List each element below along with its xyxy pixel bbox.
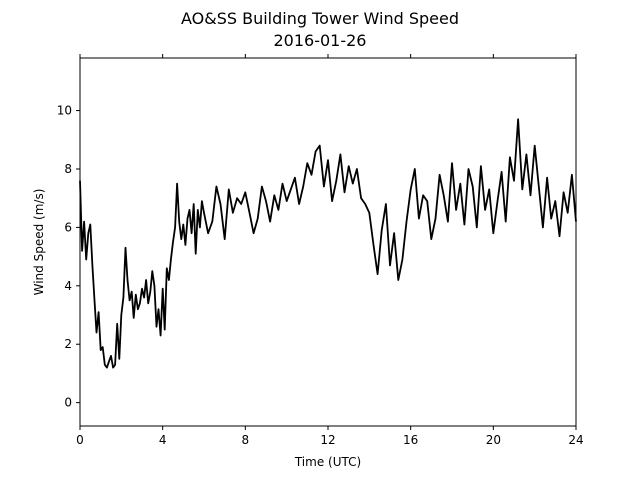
x-tick-label: 16 bbox=[403, 433, 418, 447]
x-tick-label: 0 bbox=[76, 433, 84, 447]
plot-frame bbox=[79, 57, 577, 427]
y-axis: 0 2 4 6 8 10 bbox=[57, 104, 80, 410]
y-tick-label: 10 bbox=[57, 104, 72, 118]
plot-area bbox=[79, 118, 577, 369]
x-tick-label: 12 bbox=[320, 433, 335, 447]
y-tick-label: 4 bbox=[64, 279, 72, 293]
x-tick-label: 8 bbox=[242, 433, 250, 447]
y-axis-label: Wind Speed (m/s) bbox=[32, 189, 46, 296]
x-tick-label: 24 bbox=[568, 433, 583, 447]
y-tick-label: 0 bbox=[64, 396, 72, 410]
chart-title: AO&SS Building Tower Wind Speed bbox=[181, 9, 459, 28]
x-tick-label: 4 bbox=[159, 433, 167, 447]
x-tick-label: 20 bbox=[486, 433, 501, 447]
x-axis: 0 4 8 12 16 20 24 bbox=[76, 54, 584, 447]
y-tick-label: 6 bbox=[64, 220, 72, 234]
y-tick-label: 8 bbox=[64, 162, 72, 176]
chart-subtitle: 2016-01-26 bbox=[274, 31, 367, 50]
y-tick-label: 2 bbox=[64, 337, 72, 351]
x-axis-label: Time (UTC) bbox=[294, 455, 361, 469]
series-line bbox=[79, 118, 577, 369]
